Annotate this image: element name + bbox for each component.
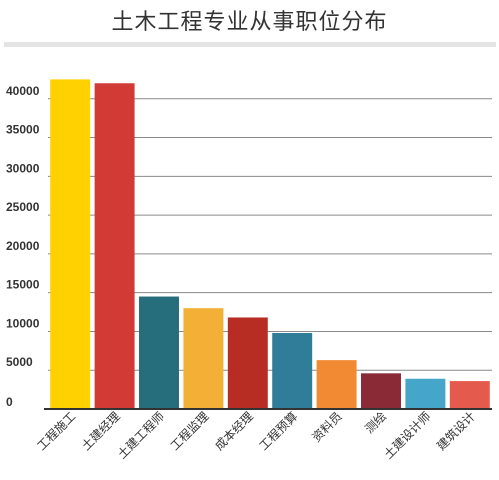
y-tick-label: 25000 [6,200,40,214]
x-tick-label: 工程施工 [34,409,79,454]
x-tick-label: 土建工程师 [114,409,167,462]
y-tick-label: 40000 [6,84,40,98]
bar [50,79,91,409]
x-tick-label: 成本经理 [212,409,256,453]
bar [405,378,446,409]
y-tick-label: 35000 [6,123,40,137]
y-tick-label: 5000 [6,355,33,369]
y-tick-label: 15000 [6,278,40,292]
x-tick-label: 工程监理 [167,409,212,454]
bar [183,308,224,409]
bars [50,79,490,410]
bar [139,296,179,409]
x-tick-label: 资料员 [309,409,344,444]
x-tick-label: 土建设计师 [381,409,433,461]
bar [316,360,357,409]
bar [361,373,401,409]
title-divider [4,42,496,47]
y-tick-label: 0 [6,395,13,409]
y-tick-label: 10000 [6,316,40,330]
y-tick-label: 20000 [6,239,40,253]
x-tick-label: 测绘 [362,409,390,437]
x-tick-label: 土建经理 [79,409,123,453]
bar [227,317,268,409]
x-tick-label: 建筑设计 [433,409,478,454]
x-tick-label: 工程预算 [256,409,301,454]
y-tick-label: 30000 [6,161,40,175]
bar [449,381,490,409]
chart-title: 土木工程专业从事职位分布 [111,10,388,35]
bar [272,332,313,409]
bar [94,83,135,410]
